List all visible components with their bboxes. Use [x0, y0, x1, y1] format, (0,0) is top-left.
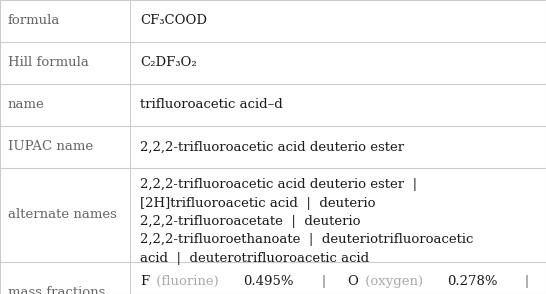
- Text: |: |: [308, 275, 339, 288]
- Text: |: |: [512, 275, 542, 288]
- Text: trifluoroacetic acid–d: trifluoroacetic acid–d: [140, 98, 283, 111]
- Text: 0.495%: 0.495%: [244, 275, 294, 288]
- Text: CF₃COOD: CF₃COOD: [140, 14, 207, 28]
- Text: 2,2,2-trifluoroacetic acid deuterio ester: 2,2,2-trifluoroacetic acid deuterio este…: [140, 141, 404, 153]
- Text: 0.278%: 0.278%: [447, 275, 497, 288]
- Text: alternate names: alternate names: [8, 208, 117, 221]
- Text: O: O: [347, 275, 358, 288]
- Text: IUPAC name: IUPAC name: [8, 141, 93, 153]
- Text: 2,2,2-trifluoroacetic acid deuterio ester  |
[2H]trifluoroacetic acid  |  deuter: 2,2,2-trifluoroacetic acid deuterio este…: [140, 178, 473, 265]
- Text: F: F: [140, 275, 149, 288]
- Text: Hill formula: Hill formula: [8, 56, 89, 69]
- Text: formula: formula: [8, 14, 61, 28]
- Text: mass fractions: mass fractions: [8, 285, 105, 294]
- Text: C₂DF₃O₂: C₂DF₃O₂: [140, 56, 197, 69]
- Text: name: name: [8, 98, 45, 111]
- Text: (oxygen): (oxygen): [361, 275, 428, 288]
- Text: (fluorine): (fluorine): [152, 275, 223, 288]
